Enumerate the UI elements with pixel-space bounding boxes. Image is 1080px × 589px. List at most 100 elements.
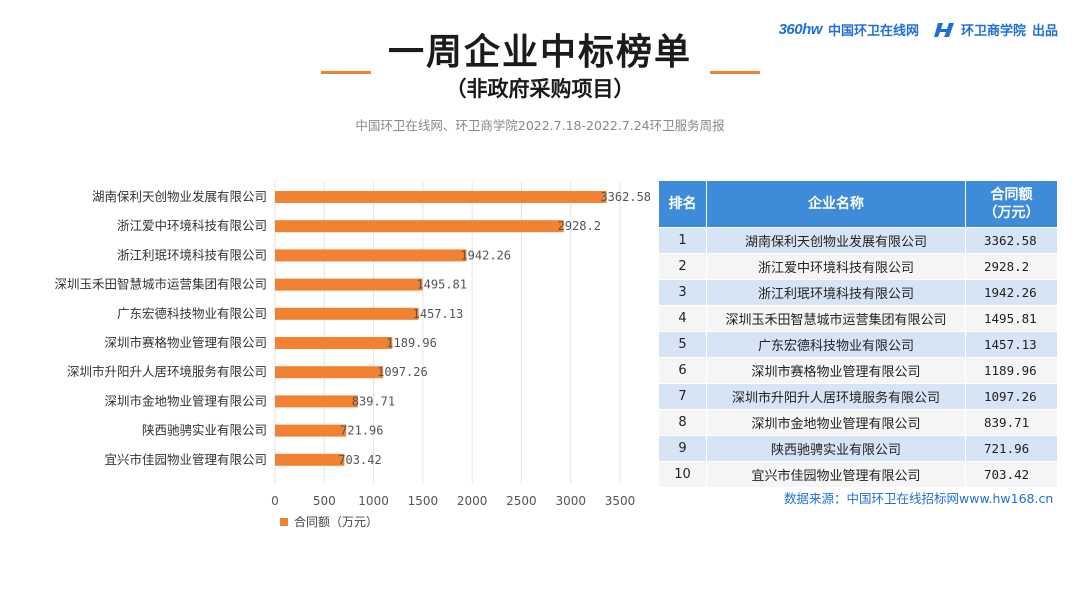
rank-cell: 3 xyxy=(658,279,707,306)
bar-value-label: 1457.13 xyxy=(413,307,464,321)
header-amount-line2: （万元） xyxy=(983,205,1040,221)
bar xyxy=(275,453,345,466)
category-label: 深圳玉禾田智慧城市运营集团有限公司 xyxy=(54,277,267,292)
company-cell: 湖南保利天创物业发展有限公司 xyxy=(706,227,966,254)
page-subtitle: （非政府采购项目） xyxy=(445,77,635,101)
bar-value-label: 3362.58 xyxy=(600,190,650,204)
bar xyxy=(275,220,564,233)
category-label: 浙江利珉环境科技有限公司 xyxy=(117,247,267,262)
chart-legend: 合同额（万元） xyxy=(280,513,378,530)
category-label: 陕西驰骋实业有限公司 xyxy=(142,423,267,438)
bar-value-label: 703.42 xyxy=(338,453,381,467)
rank-cell: 2 xyxy=(658,253,707,280)
amount-cell: 703.42 xyxy=(965,461,1058,488)
company-cell: 浙江爱中环境科技有限公司 xyxy=(706,253,966,280)
amount-cell: 1942.26 xyxy=(965,279,1058,306)
table-row: 3 浙江利珉环境科技有限公司 1942.26 xyxy=(658,279,1058,306)
table-row: 7 深圳市升阳升人居环境服务有限公司 1097.26 xyxy=(658,383,1058,410)
bar xyxy=(275,307,419,320)
x-tick-label: 1000 xyxy=(358,494,389,508)
amount-cell: 1189.96 xyxy=(965,357,1058,384)
rank-cell: 1 xyxy=(658,227,707,254)
legend-label: 合同额（万元） xyxy=(294,515,379,529)
category-label: 深圳市赛格物业管理有限公司 xyxy=(104,335,267,350)
site-name: 中国环卫在线网 xyxy=(827,24,919,39)
amount-cell: 1097.26 xyxy=(965,383,1058,410)
amount-cell: 2928.2 xyxy=(965,253,1058,280)
bar-value-label: 839.71 xyxy=(352,394,395,408)
table-header-row: 排名 企业名称 合同额 （万元） xyxy=(658,180,1058,228)
table-row: 4 深圳玉禾田智慧城市运营集团有限公司 1495.81 xyxy=(658,305,1058,332)
table-row: 10 宜兴市佳园物业管理有限公司 703.42 xyxy=(658,461,1058,488)
rank-cell: 8 xyxy=(658,409,707,436)
bar xyxy=(275,249,467,262)
company-cell: 浙江利珉环境科技有限公司 xyxy=(706,279,966,306)
category-label: 浙江爱中环境科技有限公司 xyxy=(117,218,267,233)
bar-chart: 0 500 1000 1500 2000 2500 3000 3500 湖南保利天创物业发展有限… xyxy=(54,182,650,508)
category-label: 湖南保利天创物业发展有限公司 xyxy=(92,189,267,204)
rank-cell: 5 xyxy=(658,331,707,358)
header-rank: 排名 xyxy=(658,180,707,228)
table-row: 5 广东宏德科技物业有限公司 1457.13 xyxy=(658,331,1058,358)
bar xyxy=(275,278,423,291)
company-cell: 深圳玉禾田智慧城市运营集团有限公司 xyxy=(706,305,966,332)
bar xyxy=(275,395,358,408)
company-cell: 深圳市金地物业管理有限公司 xyxy=(706,409,966,436)
page-title: 一周企业中标榜单 xyxy=(387,32,692,73)
hw360-logo: 360hw xyxy=(778,21,823,38)
header-name: 企业名称 xyxy=(706,180,966,228)
rank-cell: 10 xyxy=(658,461,707,488)
title-deco-right xyxy=(710,71,760,74)
category-label: 宜兴市佳园物业管理有限公司 xyxy=(104,452,267,467)
report-source-line: 中国环卫在线网、环卫商学院2022.7.18-2022.7.24环卫服务周报 xyxy=(355,118,725,133)
amount-cell: 839.71 xyxy=(965,409,1058,436)
bar xyxy=(275,424,347,437)
amount-cell: 1495.81 xyxy=(965,305,1058,332)
amount-cell: 721.96 xyxy=(965,435,1058,462)
data-source-note: 数据来源：中国环卫在线招标网www.hw168.cn xyxy=(784,491,1054,506)
bar-value-label: 721.96 xyxy=(340,424,383,438)
company-cell: 陕西驰骋实业有限公司 xyxy=(706,435,966,462)
table-row: 6 深圳市赛格物业管理有限公司 1189.96 xyxy=(658,357,1058,384)
academy-logo-icon xyxy=(933,22,954,37)
title-deco-left xyxy=(321,71,371,74)
title-block: 一周企业中标榜单 （非政府采购项目） xyxy=(0,30,1080,102)
bar-value-label: 1942.26 xyxy=(460,248,511,262)
ranking-table: 排名 企业名称 合同额 （万元） 1 湖南保利天创物业发展有限公司 3362.58 … xyxy=(658,180,1058,488)
amount-cell: 1457.13 xyxy=(965,331,1058,358)
bar-value-label: 1189.96 xyxy=(386,336,437,350)
table-row: 2 浙江爱中环境科技有限公司 2928.2 xyxy=(658,253,1058,280)
amount-cell: 3362.58 xyxy=(965,227,1058,254)
bar-value-label: 1097.26 xyxy=(377,365,428,379)
company-cell: 广东宏德科技物业有限公司 xyxy=(706,331,966,358)
category-label: 广东宏德科技物业有限公司 xyxy=(117,306,267,321)
bar xyxy=(275,191,607,203)
table-row: 8 深圳市金地物业管理有限公司 839.71 xyxy=(658,409,1058,436)
academy-name: 环卫商学院 xyxy=(960,24,1026,39)
table-row: 1 湖南保利天创物业发展有限公司 3362.58 xyxy=(658,227,1058,254)
x-tick-label: 1500 xyxy=(408,494,439,508)
header-amount-line1: 合同额 xyxy=(990,187,1033,203)
bar xyxy=(275,366,384,379)
category-label: 深圳市升阳升人居环境服务有限公司 xyxy=(67,364,267,379)
produced-label: 出品 xyxy=(1031,24,1058,39)
x-tick-label: 3500 xyxy=(605,494,636,508)
rank-cell: 7 xyxy=(658,383,707,410)
bar-value-label: 1495.81 xyxy=(416,278,467,292)
x-tick-label: 0 xyxy=(271,494,279,508)
table-row: 9 陕西驰骋实业有限公司 721.96 xyxy=(658,435,1058,462)
x-tick-label: 2500 xyxy=(506,494,537,508)
bar xyxy=(275,337,393,349)
company-cell: 深圳市升阳升人居环境服务有限公司 xyxy=(706,383,966,410)
rank-cell: 4 xyxy=(658,305,707,332)
x-tick-label: 2000 xyxy=(457,494,488,508)
header-amount: 合同额 （万元） xyxy=(965,180,1058,228)
x-tick-label: 3000 xyxy=(555,494,586,508)
rank-cell: 6 xyxy=(658,357,707,384)
x-tick-label: 500 xyxy=(313,494,336,508)
rank-cell: 9 xyxy=(658,435,707,462)
legend-swatch xyxy=(280,517,288,526)
bar-value-label: 2928.2 xyxy=(558,219,601,233)
category-label: 深圳市金地物业管理有限公司 xyxy=(104,393,267,408)
brand-bar: 360hw 中国环卫在线网 环卫商学院 出品 xyxy=(779,20,1058,39)
